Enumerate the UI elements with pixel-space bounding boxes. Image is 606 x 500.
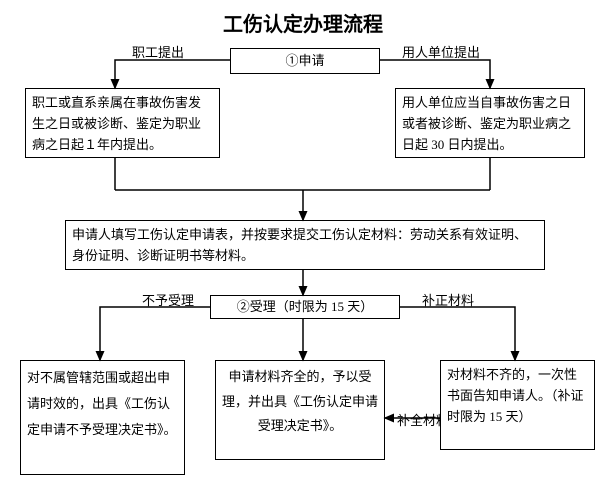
node-unit-box: 用人单位应当自事故伤害之日或者被诊断、鉴定为职业病之日起 30 日内提出。 xyxy=(395,88,585,158)
node-emp-box: 职工或直系亲属在事故伤害发生之日或被诊断、鉴定为职业病之日起１年内提出。 xyxy=(25,88,220,158)
node-right-result: 对材料不齐的，一次性书面告知申请人。（补证时限为 15 天） xyxy=(440,360,595,450)
node-mid-result: 申请材料齐全的，予以受理，并出具《工伤认定申请受理决定书》。 xyxy=(215,360,385,460)
label-emp-submit: 职工提出 xyxy=(130,42,186,61)
node-accept: ②受理（时限为 15 天） xyxy=(210,295,400,319)
label-supplement: 补正材料 xyxy=(420,290,476,309)
node-left-result: 对不属管辖范围或超出申请时效的，出具《工伤认定申请不予受理决定书》。 xyxy=(20,360,185,475)
label-unit-submit: 用人单位提出 xyxy=(400,42,482,61)
node-materials: 申请人填写工伤认定申请表，并按要求提交工伤认定材料：劳动关系有效证明、身份证明、… xyxy=(65,220,545,270)
node-apply: ①申请 xyxy=(230,48,380,74)
label-no-accept: 不予受理 xyxy=(140,290,196,309)
page-title: 工伤认定办理流程 xyxy=(0,0,606,37)
